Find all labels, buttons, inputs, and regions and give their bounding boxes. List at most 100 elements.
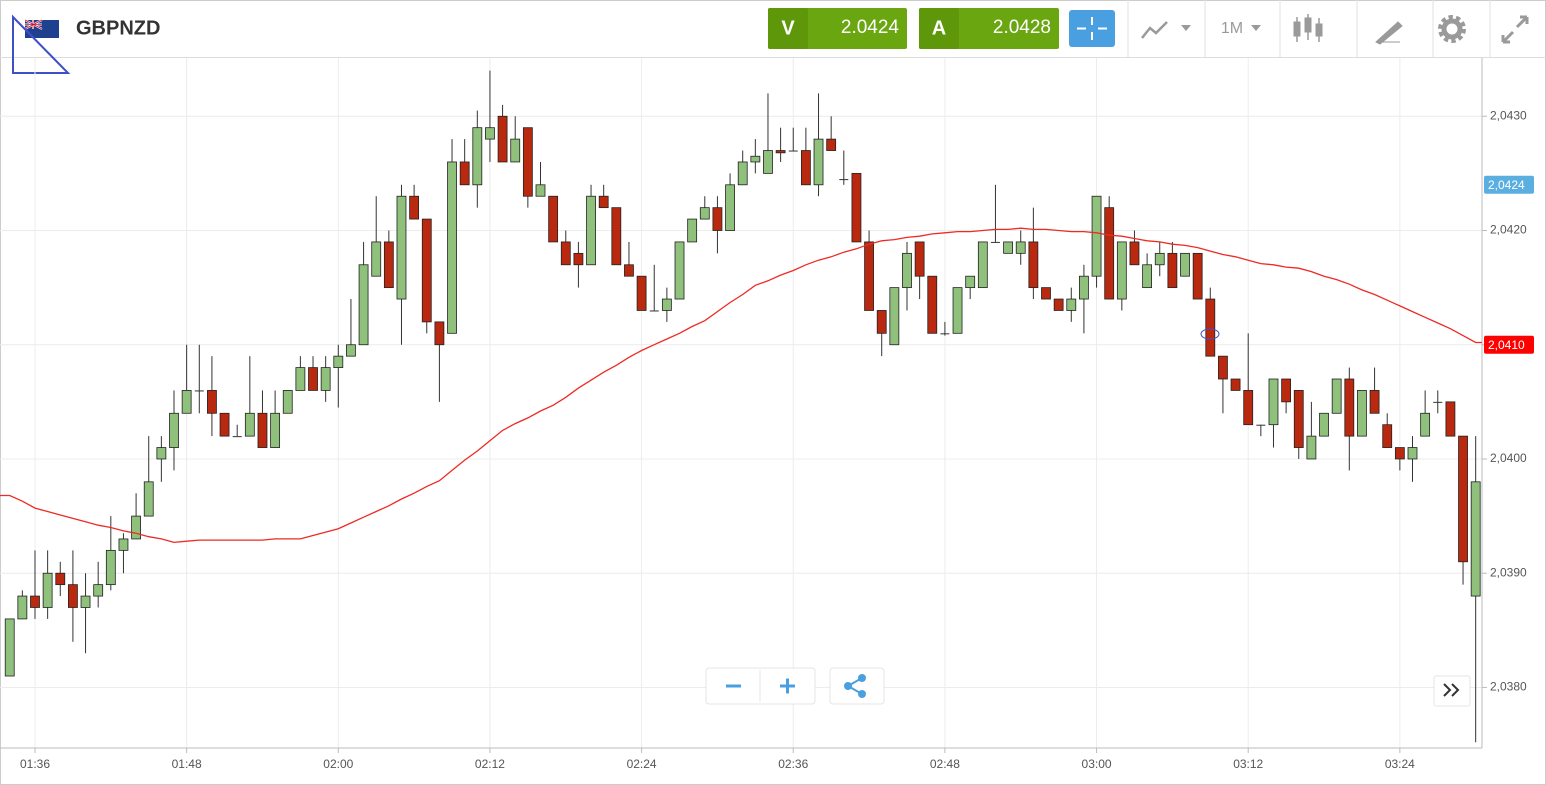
y-tick-label: 2,0420: [1490, 223, 1527, 237]
candle-body: [358, 264, 369, 346]
symbol: GBPNZD: [76, 17, 160, 39]
candle-body: [1205, 298, 1216, 357]
x-tick-label: 01:36: [20, 757, 50, 771]
candle-body: [1331, 378, 1342, 414]
candle-body: [1445, 401, 1456, 437]
chart-type-button[interactable]: [1141, 21, 1191, 39]
candle-body: [1104, 207, 1115, 300]
icon-part: [847, 677, 863, 695]
candle-body: [1470, 481, 1481, 597]
separators: [1127, 0, 1491, 57]
candle-body: [788, 150, 798, 152]
candle-body: [244, 412, 255, 437]
candle-body: [459, 161, 470, 186]
timeframe-button[interactable]: 1M: [1221, 20, 1261, 37]
candle-body: [1268, 378, 1279, 426]
candle-body: [1394, 447, 1405, 460]
candle-body: [737, 161, 748, 186]
corner-marker: [12, 14, 71, 74]
candle-body: [1218, 355, 1228, 380]
candle-body: [699, 207, 710, 220]
x-tick-label: 03:00: [1082, 757, 1112, 771]
x-tick-label: 03:12: [1233, 757, 1263, 771]
candle-body: [1306, 435, 1317, 460]
x-tick-label: 03:24: [1385, 757, 1415, 771]
sell-label: V: [781, 17, 795, 39]
cursor: [1200, 328, 1220, 340]
share-button[interactable]: [829, 667, 885, 705]
candle-type-button[interactable]: [1293, 14, 1323, 42]
candle-body: [143, 481, 154, 517]
candle-body: [156, 447, 167, 460]
caret: [1181, 25, 1191, 31]
x-tick-label: 01:48: [172, 757, 202, 771]
candle-body: [421, 218, 432, 323]
candle-body: [636, 275, 647, 311]
price-marker: [1484, 175, 1534, 194]
flag-cross-red: [24, 19, 43, 30]
crosshair-icon: [1077, 17, 1107, 40]
candle-body: [725, 184, 735, 231]
candle-body: [1015, 241, 1026, 254]
candle-body: [965, 275, 976, 289]
settings-button[interactable]: [1438, 15, 1466, 43]
candle-body: [434, 321, 445, 346]
draw-button[interactable]: [1375, 21, 1403, 45]
candle-body: [661, 298, 672, 311]
caret: [1251, 25, 1261, 31]
candle-body: [990, 241, 1000, 243]
candle-body: [105, 549, 116, 586]
buy-label: A: [932, 17, 946, 39]
candle-body: [169, 412, 179, 448]
candle-body: [1357, 390, 1367, 437]
candle-body: [1230, 378, 1241, 391]
moving-average: [0, 227, 1482, 544]
price-marker: [1484, 335, 1534, 354]
candle-body: [598, 195, 609, 209]
candle-body: [548, 195, 559, 243]
share-icon: [844, 674, 866, 698]
candle-body: [232, 436, 242, 438]
candle-body: [55, 572, 66, 586]
header: GBPNZD V 2.0424 A 2.0428 1M: [0, 0, 1546, 58]
candle-body: [80, 595, 91, 608]
candle-body: [1407, 447, 1418, 460]
price-marker-label: 2,0410: [1488, 338, 1525, 352]
candle-body: [4, 618, 15, 677]
candle-body: [371, 241, 382, 277]
candle-body: [320, 367, 331, 391]
zoom-in[interactable]: [780, 678, 795, 694]
candle-body: [940, 333, 950, 335]
candle-body: [282, 390, 293, 414]
x-tick-label: 02:12: [475, 757, 505, 771]
candle-body: [472, 127, 483, 186]
timeframe: 1M: [1221, 20, 1243, 37]
candle-body: [1041, 287, 1051, 300]
candle-body: [1053, 298, 1064, 311]
candle-body: [750, 155, 761, 163]
candle-body: [763, 150, 773, 174]
scroll-right-button[interactable]: [1433, 675, 1471, 707]
candle-body: [1116, 241, 1127, 300]
candle-body: [1142, 264, 1153, 289]
plot: 2,0380 2,0390 2,0400 2,0410 2,0420 2,0430 01:3…: [0, 58, 1534, 771]
candle-body: [1293, 390, 1304, 448]
candle-body: [611, 207, 622, 266]
candle-body: [194, 390, 204, 392]
candle-body: [535, 184, 546, 197]
candle-body: [333, 355, 344, 368]
candle-body: [560, 241, 571, 266]
candle-body: [712, 207, 723, 231]
candle-body: [800, 150, 811, 186]
candle-body: [1243, 390, 1254, 426]
candle-body: [1129, 241, 1140, 266]
candle-body: [1167, 252, 1178, 289]
candle-body: [219, 412, 230, 437]
crosshair-button[interactable]: [1069, 10, 1115, 47]
fullscreen-button[interactable]: [1501, 15, 1529, 44]
candle-body: [1420, 412, 1431, 437]
candle-body: [409, 195, 420, 220]
candle-body: [1281, 378, 1292, 403]
